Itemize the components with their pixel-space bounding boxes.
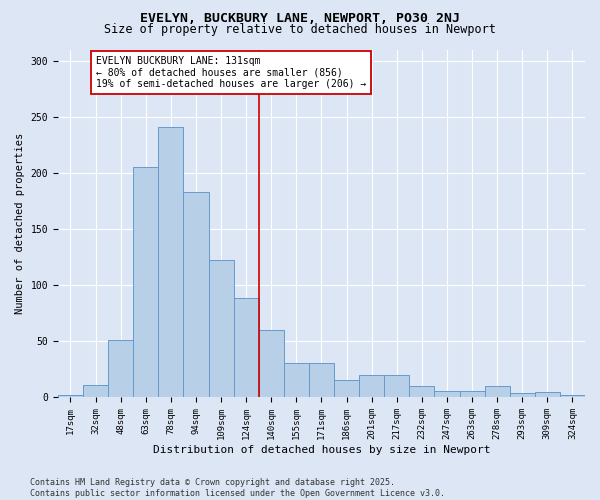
Bar [334, 380, 359, 398]
Bar [233, 298, 259, 398]
Bar [83, 385, 108, 398]
Bar [309, 362, 334, 398]
Bar [535, 392, 560, 398]
Bar [58, 395, 83, 398]
Text: EVELYN BUCKBURY LANE: 131sqm
← 80% of detached houses are smaller (856)
19% of s: EVELYN BUCKBURY LANE: 131sqm ← 80% of de… [95, 56, 366, 89]
Bar [359, 375, 384, 398]
Bar [184, 192, 209, 398]
Bar [108, 340, 133, 398]
Bar [485, 386, 510, 398]
Bar [259, 330, 284, 398]
Bar [510, 393, 535, 398]
Bar [209, 260, 233, 398]
Bar [560, 395, 585, 398]
X-axis label: Distribution of detached houses by size in Newport: Distribution of detached houses by size … [153, 445, 490, 455]
Bar [434, 390, 460, 398]
Bar [384, 375, 409, 398]
Text: Size of property relative to detached houses in Newport: Size of property relative to detached ho… [104, 22, 496, 36]
Text: EVELYN, BUCKBURY LANE, NEWPORT, PO30 2NJ: EVELYN, BUCKBURY LANE, NEWPORT, PO30 2NJ [140, 12, 460, 26]
Bar [133, 166, 158, 398]
Bar [460, 390, 485, 398]
Text: Contains HM Land Registry data © Crown copyright and database right 2025.
Contai: Contains HM Land Registry data © Crown c… [30, 478, 445, 498]
Y-axis label: Number of detached properties: Number of detached properties [15, 133, 25, 314]
Bar [158, 128, 184, 398]
Bar [409, 386, 434, 398]
Bar [284, 362, 309, 398]
